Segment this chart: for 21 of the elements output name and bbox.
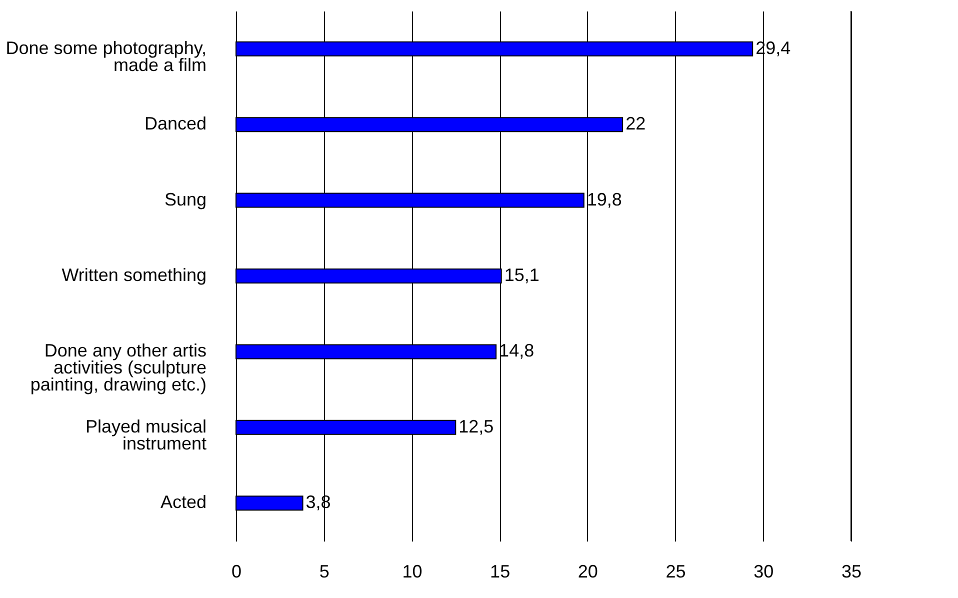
- data-label: 19,8: [586, 189, 622, 210]
- y-tick-label: Acted: [160, 492, 206, 512]
- x-tick-label: 0: [231, 562, 242, 582]
- y-tick-label: Done any other artis activities (sculpture painting, drawing etc.): [30, 340, 206, 395]
- data-label: 22: [626, 114, 646, 134]
- y-tick-label: Danced: [144, 114, 206, 134]
- data-label: 12,5: [458, 416, 494, 436]
- x-tick-label: 25: [666, 562, 686, 582]
- x-tick-label: 15: [490, 562, 510, 582]
- y-tick-label: Sung: [164, 189, 206, 210]
- y-tick-label: Played musical instrument: [85, 416, 206, 454]
- data-label: 15,1: [504, 265, 540, 285]
- data-label: 14,8: [499, 340, 534, 361]
- x-tick-label: 30: [754, 562, 774, 582]
- y-tick-label: Written something: [62, 265, 206, 285]
- x-tick-label: 35: [841, 562, 862, 582]
- x-tick-label: 20: [578, 562, 598, 582]
- bar: [236, 496, 304, 511]
- x-tick-label: 10: [402, 562, 422, 582]
- x-tick-label: 5: [319, 562, 330, 582]
- y-tick-label: Done some photography, made a film: [6, 38, 206, 75]
